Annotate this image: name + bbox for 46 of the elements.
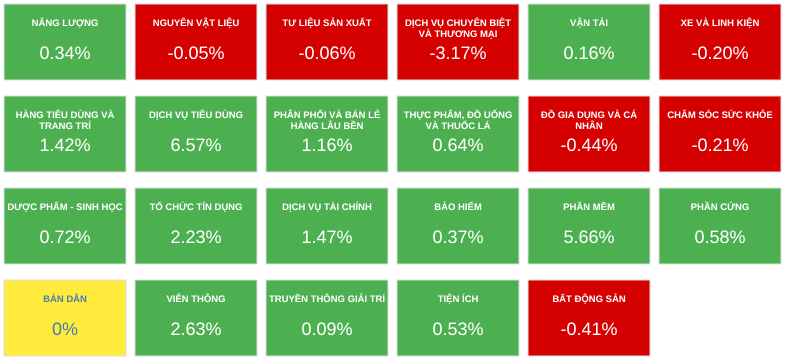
category-label: BẢO HIỂM	[434, 201, 482, 213]
category-label: DỊCH VỤ CHUYÊN BIỆT VÀ THƯƠNG MẠI	[404, 17, 512, 40]
category-label: PHÂN PHỐI VÀ BÁN LẺ HÀNG LÂU BỀN	[274, 109, 380, 132]
data-label: 1.16%	[301, 135, 353, 155]
category-label: TIỆN ÍCH	[438, 293, 478, 305]
category-label: ĐỒ GIA DỤNG VÀ CÁ NHÂN	[540, 109, 638, 132]
category-label: VIỄN THÔNG	[166, 293, 226, 305]
data-label: 0.72%	[39, 227, 91, 247]
category-label: PHẦN MỀM	[563, 201, 615, 213]
data-label: 0.37%	[432, 227, 484, 247]
category-label: HÀNG TIÊU DÙNG VÀ TRANG TRÍ	[16, 109, 114, 132]
category-label: DỊCH VỤ TIÊU DÙNG	[149, 109, 243, 121]
category-label: NGUYÊN VẬT LIỆU	[152, 17, 240, 29]
category-label: PHẦN CỨNG	[690, 201, 750, 213]
data-label: 0.58%	[694, 227, 746, 247]
data-label: 0.09%	[301, 319, 353, 339]
data-label: -0.41%	[560, 319, 618, 339]
category-label: TRUYỀN THÔNG GIẢI TRÍ	[268, 293, 386, 305]
category-label: VẬN TẢI	[570, 17, 608, 29]
category-label: BÁN DẪN	[43, 293, 88, 305]
data-label: 1.42%	[39, 135, 91, 155]
data-label: 6.57%	[170, 135, 222, 155]
data-label: 0.53%	[432, 319, 484, 339]
category-label: TƯ LIỆU SẢN XUẤT	[282, 17, 372, 29]
category-label: DỊCH VỤ TÀI CHÍNH	[282, 201, 372, 213]
data-label: -0.21%	[691, 135, 749, 155]
data-label: -0.20%	[691, 43, 749, 63]
data-label: 2.23%	[170, 227, 222, 247]
data-label: -3.17%	[429, 43, 487, 63]
category-label: DƯỢC PHẨM - SINH HỌC	[7, 201, 123, 213]
data-label: -0.44%	[560, 135, 618, 155]
category-label: CHĂM SÓC SỨC KHỎE	[667, 109, 773, 121]
data-label: -0.06%	[298, 43, 356, 63]
data-label: 1.47%	[301, 227, 353, 247]
data-label: -0.05%	[167, 43, 225, 63]
category-label: NĂNG LƯỢNG	[32, 17, 98, 29]
category-label: BẤT ĐỘNG SẢN	[552, 293, 626, 305]
data-label: 0.64%	[432, 135, 484, 155]
data-label: 5.66%	[563, 227, 615, 247]
data-label: 2.63%	[170, 319, 222, 339]
category-label: XE VÀ LINH KIỆN	[680, 17, 760, 29]
category-label: TỔ CHỨC TÍN DỤNG	[150, 201, 242, 213]
data-label: 0.34%	[39, 43, 91, 63]
data-label: 0%	[52, 319, 78, 339]
data-label: 0.16%	[563, 43, 615, 63]
category-label: THỰC PHẨM, ĐỒ UỐNG VÀ THUỐC LÁ	[404, 109, 512, 132]
